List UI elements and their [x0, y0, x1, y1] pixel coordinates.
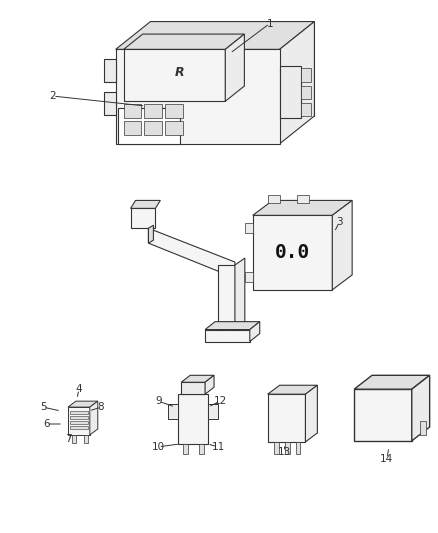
Bar: [199, 444, 204, 454]
Polygon shape: [268, 394, 305, 442]
Bar: [104, 92, 116, 116]
Text: 11: 11: [212, 442, 225, 452]
Bar: [301, 103, 311, 116]
Polygon shape: [205, 321, 260, 329]
Polygon shape: [412, 375, 430, 441]
Polygon shape: [354, 375, 430, 389]
Polygon shape: [131, 200, 160, 208]
Polygon shape: [150, 21, 314, 116]
Text: 0.0: 0.0: [275, 243, 310, 262]
Bar: [104, 59, 116, 83]
Text: 13: 13: [278, 447, 291, 457]
Bar: [70, 421, 88, 424]
Bar: [183, 444, 188, 454]
Polygon shape: [253, 215, 332, 290]
Polygon shape: [235, 258, 245, 329]
Bar: [420, 421, 426, 435]
Bar: [268, 196, 279, 204]
Polygon shape: [90, 401, 98, 435]
Polygon shape: [68, 401, 98, 407]
Polygon shape: [181, 375, 214, 382]
Text: 8: 8: [97, 402, 104, 412]
Polygon shape: [118, 108, 180, 144]
Bar: [70, 411, 88, 414]
Polygon shape: [250, 321, 260, 342]
Polygon shape: [208, 404, 218, 419]
Text: 14: 14: [380, 454, 394, 464]
Text: 1: 1: [266, 19, 273, 29]
Text: 4: 4: [76, 384, 82, 394]
Bar: [245, 272, 253, 282]
Bar: [301, 86, 311, 99]
Text: 3: 3: [336, 217, 343, 227]
Polygon shape: [354, 389, 412, 441]
Bar: [279, 67, 301, 118]
Text: 2: 2: [50, 91, 57, 101]
Bar: [84, 435, 88, 443]
Text: 7: 7: [65, 434, 71, 444]
Text: 9: 9: [155, 396, 162, 406]
Bar: [124, 121, 141, 135]
Polygon shape: [225, 34, 244, 101]
Polygon shape: [205, 329, 250, 342]
Polygon shape: [181, 382, 205, 394]
Text: 12: 12: [213, 396, 226, 406]
Bar: [124, 104, 141, 118]
Polygon shape: [124, 34, 244, 50]
Polygon shape: [279, 21, 314, 144]
Bar: [297, 196, 309, 204]
Polygon shape: [178, 394, 208, 444]
Polygon shape: [131, 208, 155, 228]
Text: 10: 10: [152, 442, 165, 452]
Bar: [165, 121, 183, 135]
Polygon shape: [148, 228, 235, 278]
Polygon shape: [305, 385, 318, 442]
Bar: [301, 68, 311, 82]
Polygon shape: [268, 385, 318, 394]
Bar: [72, 435, 76, 443]
Polygon shape: [116, 50, 279, 144]
Text: 6: 6: [43, 419, 49, 429]
Polygon shape: [116, 21, 314, 50]
Bar: [285, 442, 290, 454]
Polygon shape: [205, 375, 214, 394]
Bar: [70, 426, 88, 429]
Polygon shape: [68, 407, 90, 435]
Bar: [70, 416, 88, 419]
Text: R: R: [175, 66, 184, 79]
Polygon shape: [332, 200, 352, 290]
Polygon shape: [148, 225, 153, 243]
Bar: [165, 104, 183, 118]
Polygon shape: [168, 404, 178, 419]
Text: 5: 5: [40, 402, 46, 412]
Bar: [145, 121, 162, 135]
Polygon shape: [253, 200, 352, 215]
Bar: [274, 442, 279, 454]
Bar: [145, 104, 162, 118]
Bar: [296, 442, 300, 454]
Bar: [245, 223, 253, 233]
Polygon shape: [218, 265, 235, 329]
Polygon shape: [124, 50, 225, 101]
